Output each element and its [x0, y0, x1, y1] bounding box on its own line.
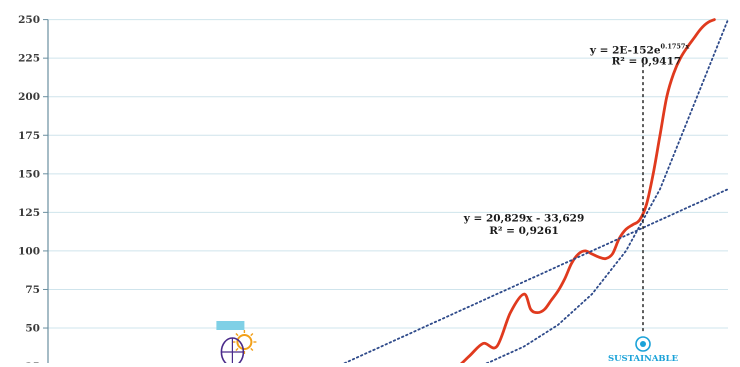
- annotation-superscript: 0.1757x: [661, 43, 690, 51]
- logo-un-circle: [635, 336, 651, 352]
- y-tick-label: 200: [18, 91, 40, 103]
- annotation-exp-equation: y = 2E-152e0.1757x: [589, 43, 690, 57]
- y-tick-label: 75: [25, 284, 40, 296]
- logo-un-globe: [640, 341, 646, 347]
- logo-un-label: SUSTAINABLE: [608, 354, 679, 363]
- series-exponential-trend: [473, 18, 729, 367]
- y-tick-label: 100: [18, 245, 40, 257]
- annotation-exp-r2: R² = 0,9417: [612, 55, 682, 67]
- annotation-text: y = 20,829x - 33,629: [463, 213, 585, 225]
- annotation-text: R² = 0,9261: [489, 225, 559, 237]
- series: [333, 18, 729, 367]
- logo-sun-ray: [235, 333, 239, 337]
- y-tick-label: 50: [25, 323, 40, 335]
- annotation-lin-r2: R² = 0,9261: [489, 225, 559, 237]
- logo-globe-grid: [221, 338, 244, 366]
- un-emblem-logo: SUSTAINABLE: [608, 336, 679, 364]
- sun-globe-logo: [216, 321, 257, 367]
- y-tick-label: 250: [18, 14, 40, 26]
- annotation-text: R² = 0,9417: [612, 55, 682, 67]
- series-linear-trend: [333, 188, 729, 367]
- y-axis-tick-labels: 250225200175150125100755025: [18, 14, 40, 367]
- logo-sun: [236, 334, 253, 350]
- annotation-text: y = 2E-152e: [589, 45, 661, 57]
- logo-sun-ray: [235, 347, 239, 351]
- series-observed: [455, 18, 716, 367]
- logos: SUSTAINABLE: [216, 321, 679, 367]
- axes: [43, 19, 49, 367]
- logo-sun-ray: [250, 347, 254, 351]
- y-tick-label: 175: [18, 130, 40, 142]
- gridlines: [48, 19, 728, 367]
- y-tick-label: 125: [18, 207, 40, 219]
- y-tick-label: 150: [18, 168, 40, 180]
- annotation-lin-equation: y = 20,829x - 33,629: [463, 213, 585, 225]
- logo-sky-band: [216, 321, 245, 330]
- logo-sun-ray: [250, 333, 254, 337]
- y-tick-label: 225: [18, 53, 40, 65]
